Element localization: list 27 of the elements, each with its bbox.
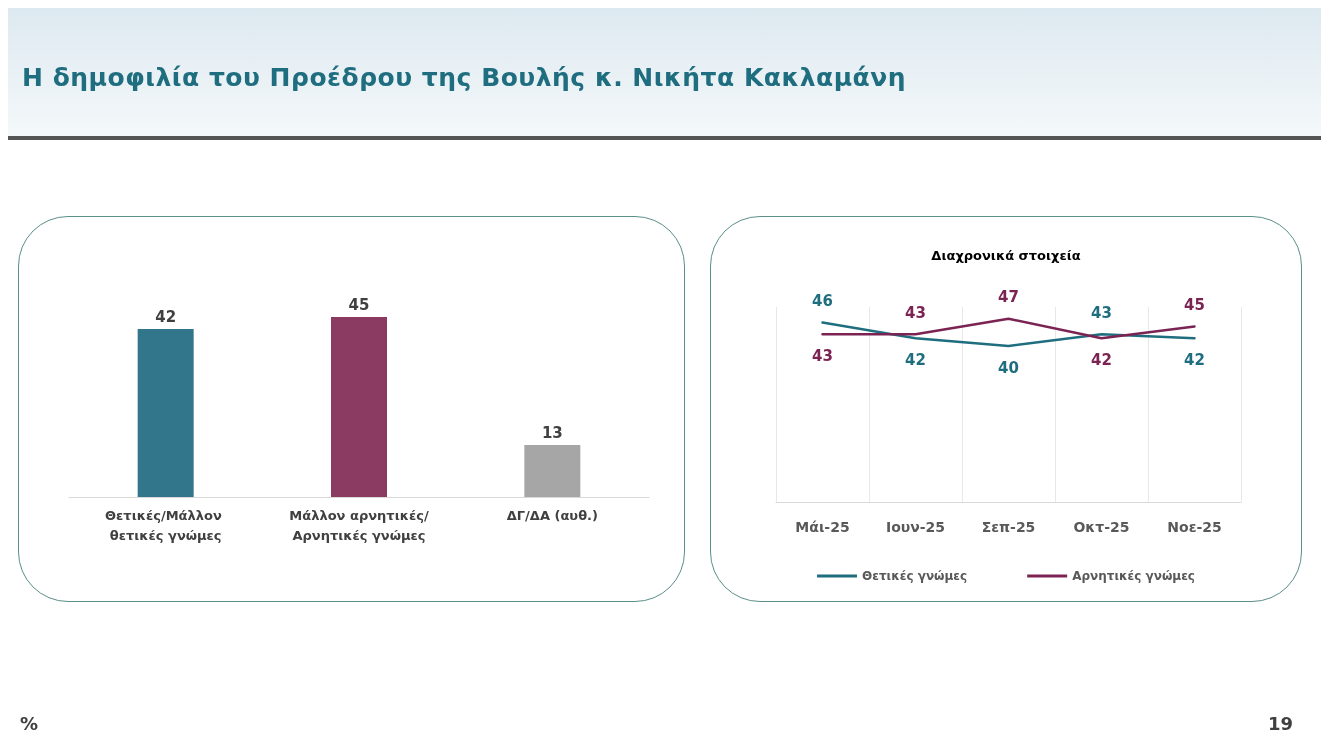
data-label: 45 xyxy=(1184,296,1205,314)
data-label: 42 xyxy=(905,350,926,369)
data-label: 47 xyxy=(998,288,1019,307)
x-tick-label: Οκτ-25 xyxy=(1073,519,1130,535)
x-tick-label: Σεπ-25 xyxy=(981,519,1036,535)
x-tick-label: Μάι-25 xyxy=(795,519,850,535)
data-label: 45 xyxy=(348,295,370,314)
text: % xyxy=(20,713,39,734)
data-label: 13 xyxy=(541,423,563,442)
data-label: 40 xyxy=(998,358,1019,377)
x-tick-label: Μάλλον αρνητικές/ Αρνητικές γνώμες xyxy=(289,507,429,543)
data-label: 42 xyxy=(155,307,177,326)
data-label: 42 xyxy=(1184,350,1205,369)
data-label: 43 xyxy=(905,303,926,322)
data-label: 43 xyxy=(1091,303,1112,322)
data-label: 43 xyxy=(812,346,833,365)
x-tick-label: Θετικές/Μάλλον θετικές γνώμες xyxy=(105,507,227,543)
legend-label: Θετικές γνώμες xyxy=(862,569,968,583)
x-tick-label: ΔΓ/ΔΑ (αυθ.) xyxy=(506,507,598,523)
chart-title: Η δημοφιλία του Προέδρου της Βουλής κ. Νικήτα Κακλαμάνη xyxy=(22,63,907,92)
x-tick-label: Ιουν-25 xyxy=(885,519,946,535)
data-label: 42 xyxy=(1091,350,1112,369)
data-label: 46 xyxy=(812,292,833,311)
x-tick-label: Νοε-25 xyxy=(1167,519,1222,535)
text: 19 xyxy=(1267,713,1293,734)
chart-title: Διαχρονικά στοιχεία xyxy=(931,248,1081,263)
legend-label: Αρνητικές γνώμες xyxy=(1072,569,1195,583)
